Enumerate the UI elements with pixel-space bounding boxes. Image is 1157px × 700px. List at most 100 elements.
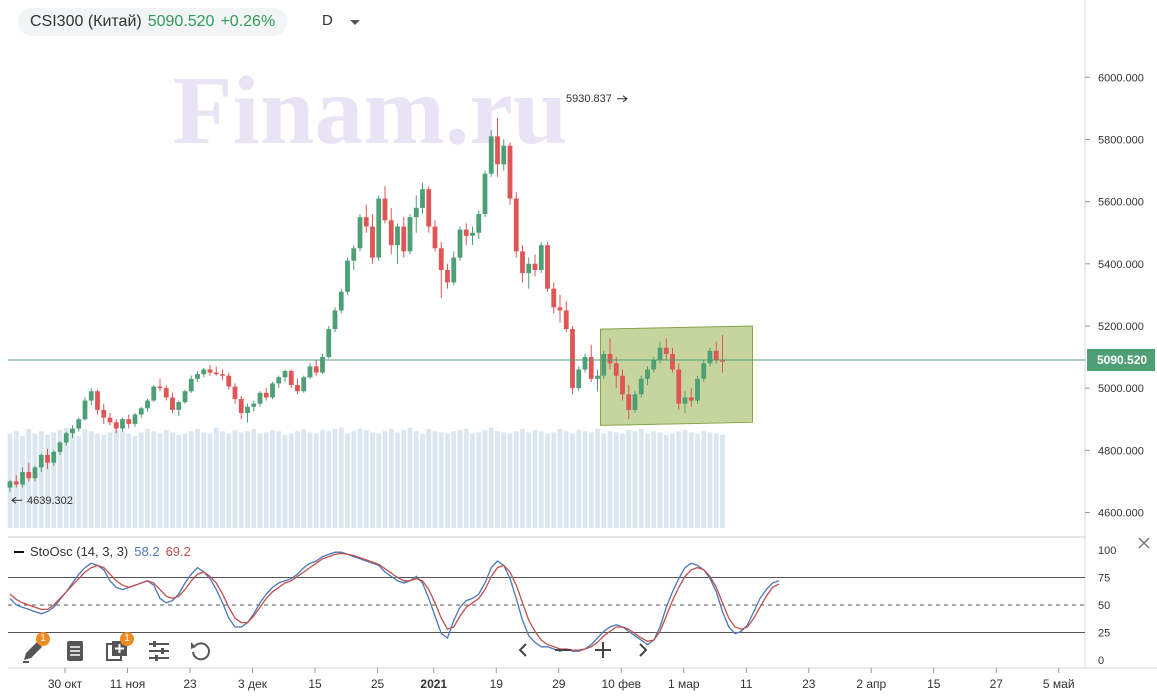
- candle: [601, 350, 607, 379]
- candle: [82, 397, 88, 421]
- candle-body: [70, 428, 75, 434]
- arrow-left-icon[interactable]: [512, 636, 534, 664]
- volume-bar: [701, 431, 707, 528]
- candle-body: [576, 369, 582, 389]
- candle-body: [113, 422, 119, 429]
- price-tick-label: 5200.000: [1098, 321, 1144, 333]
- zoom-out-icon[interactable]: [552, 636, 574, 664]
- time-tick-label: 5 май: [1043, 677, 1075, 691]
- candle-body: [288, 371, 294, 386]
- candle-body: [695, 378, 700, 401]
- volume-bar: [451, 431, 457, 528]
- candle-body: [388, 220, 394, 246]
- volume-bar: [320, 430, 325, 528]
- price-tick-label: 5800.000: [1098, 134, 1144, 146]
- candle: [263, 388, 269, 401]
- volume-bar: [570, 433, 575, 528]
- candle-body: [701, 363, 707, 379]
- candle-body: [326, 329, 332, 358]
- time-tick-label: 15: [308, 677, 322, 691]
- candle-body: [32, 467, 38, 479]
- candle: [170, 392, 175, 413]
- time-tick-label: 15: [927, 677, 941, 691]
- arrow-right-icon[interactable]: [632, 636, 654, 664]
- candle-body: [295, 385, 300, 392]
- candle: [638, 375, 644, 398]
- volume-bar: [638, 428, 644, 528]
- candle-body: [688, 397, 694, 401]
- candle-body: [382, 198, 388, 221]
- candle: [526, 257, 532, 289]
- volume-bar: [95, 433, 100, 528]
- candle-body: [601, 353, 607, 376]
- volume-bar: [238, 432, 244, 528]
- price-annotations: 5930.837 4639.302: [11, 93, 628, 507]
- candle: [545, 242, 550, 292]
- symbol-header[interactable]: CSI300 (Китай) 5090.520 +0.26%: [18, 8, 288, 36]
- drawing-toolbar: 1 1: [18, 632, 216, 666]
- volume-bar: [632, 431, 638, 528]
- candle-body: [370, 226, 375, 258]
- oscillator-legend[interactable]: StoOsc (14, 3, 3) 58.2 69.2: [14, 544, 191, 559]
- time-tick-label: 2021: [420, 677, 447, 691]
- candle: [351, 245, 357, 271]
- volume-bar: [595, 428, 600, 528]
- volume-bar: [245, 431, 250, 528]
- add-indicator-icon[interactable]: 1: [102, 632, 134, 666]
- volume-bar: [251, 428, 257, 528]
- oscillator-d-value: 69.2: [165, 544, 191, 559]
- candle: [588, 344, 594, 382]
- candle: [288, 369, 294, 389]
- pencil-badge: 1: [36, 632, 50, 646]
- volume-bar: [432, 431, 438, 528]
- reset-icon[interactable]: [186, 636, 216, 666]
- high-annotation: 5930.837: [566, 93, 612, 105]
- volume-bar: [76, 435, 82, 528]
- candle-body: [107, 417, 113, 423]
- candle: [257, 391, 263, 407]
- time-axis[interactable]: 30 окт 11 ноя 23 3 дек 15 25 2021 19 29 10 фев 1 м…: [48, 668, 1075, 691]
- candle-body: [26, 472, 32, 479]
- candle-body: [320, 357, 325, 373]
- candle: [138, 406, 144, 418]
- volume-bar: [232, 430, 238, 528]
- candle: [182, 389, 188, 404]
- candle-body: [438, 248, 444, 271]
- volume-bar: [182, 433, 188, 528]
- candle: [645, 366, 650, 386]
- volume-bar: [682, 430, 688, 528]
- candle: [445, 263, 450, 289]
- candle: [270, 381, 275, 400]
- candle-body: [263, 392, 269, 398]
- candle: [57, 440, 63, 455]
- candle: [188, 375, 194, 393]
- candle: [307, 363, 313, 379]
- list-icon[interactable]: [60, 636, 90, 666]
- candle: [520, 245, 525, 283]
- high-arrow-icon: [617, 95, 628, 103]
- candle-body: [682, 397, 688, 404]
- volume-bar: [263, 432, 269, 528]
- candle: [120, 417, 125, 432]
- close-icon[interactable]: [1136, 535, 1152, 556]
- candle-body: [332, 310, 338, 330]
- last-price-line: 5090.520: [8, 348, 1155, 371]
- candle-body: [476, 214, 482, 233]
- volume-bar: [520, 428, 525, 528]
- candle-body: [707, 350, 713, 364]
- candle-body: [463, 229, 469, 236]
- chevron-down-icon[interactable]: [348, 14, 362, 32]
- settings-sliders-icon[interactable]: [144, 636, 174, 666]
- candle: [26, 462, 32, 482]
- timeframe-selector[interactable]: D: [322, 12, 333, 29]
- pencil-icon[interactable]: 1: [18, 632, 50, 666]
- candle: [113, 419, 119, 434]
- volume-bar: [651, 431, 657, 528]
- price-axis[interactable]: 6000.000 5800.000 5600.000 5400.000 5200.000…: [1085, 72, 1144, 519]
- volume-bar: [407, 427, 413, 528]
- candle: [163, 385, 169, 401]
- candle-body: [182, 391, 188, 403]
- zoom-in-icon[interactable]: [592, 636, 614, 664]
